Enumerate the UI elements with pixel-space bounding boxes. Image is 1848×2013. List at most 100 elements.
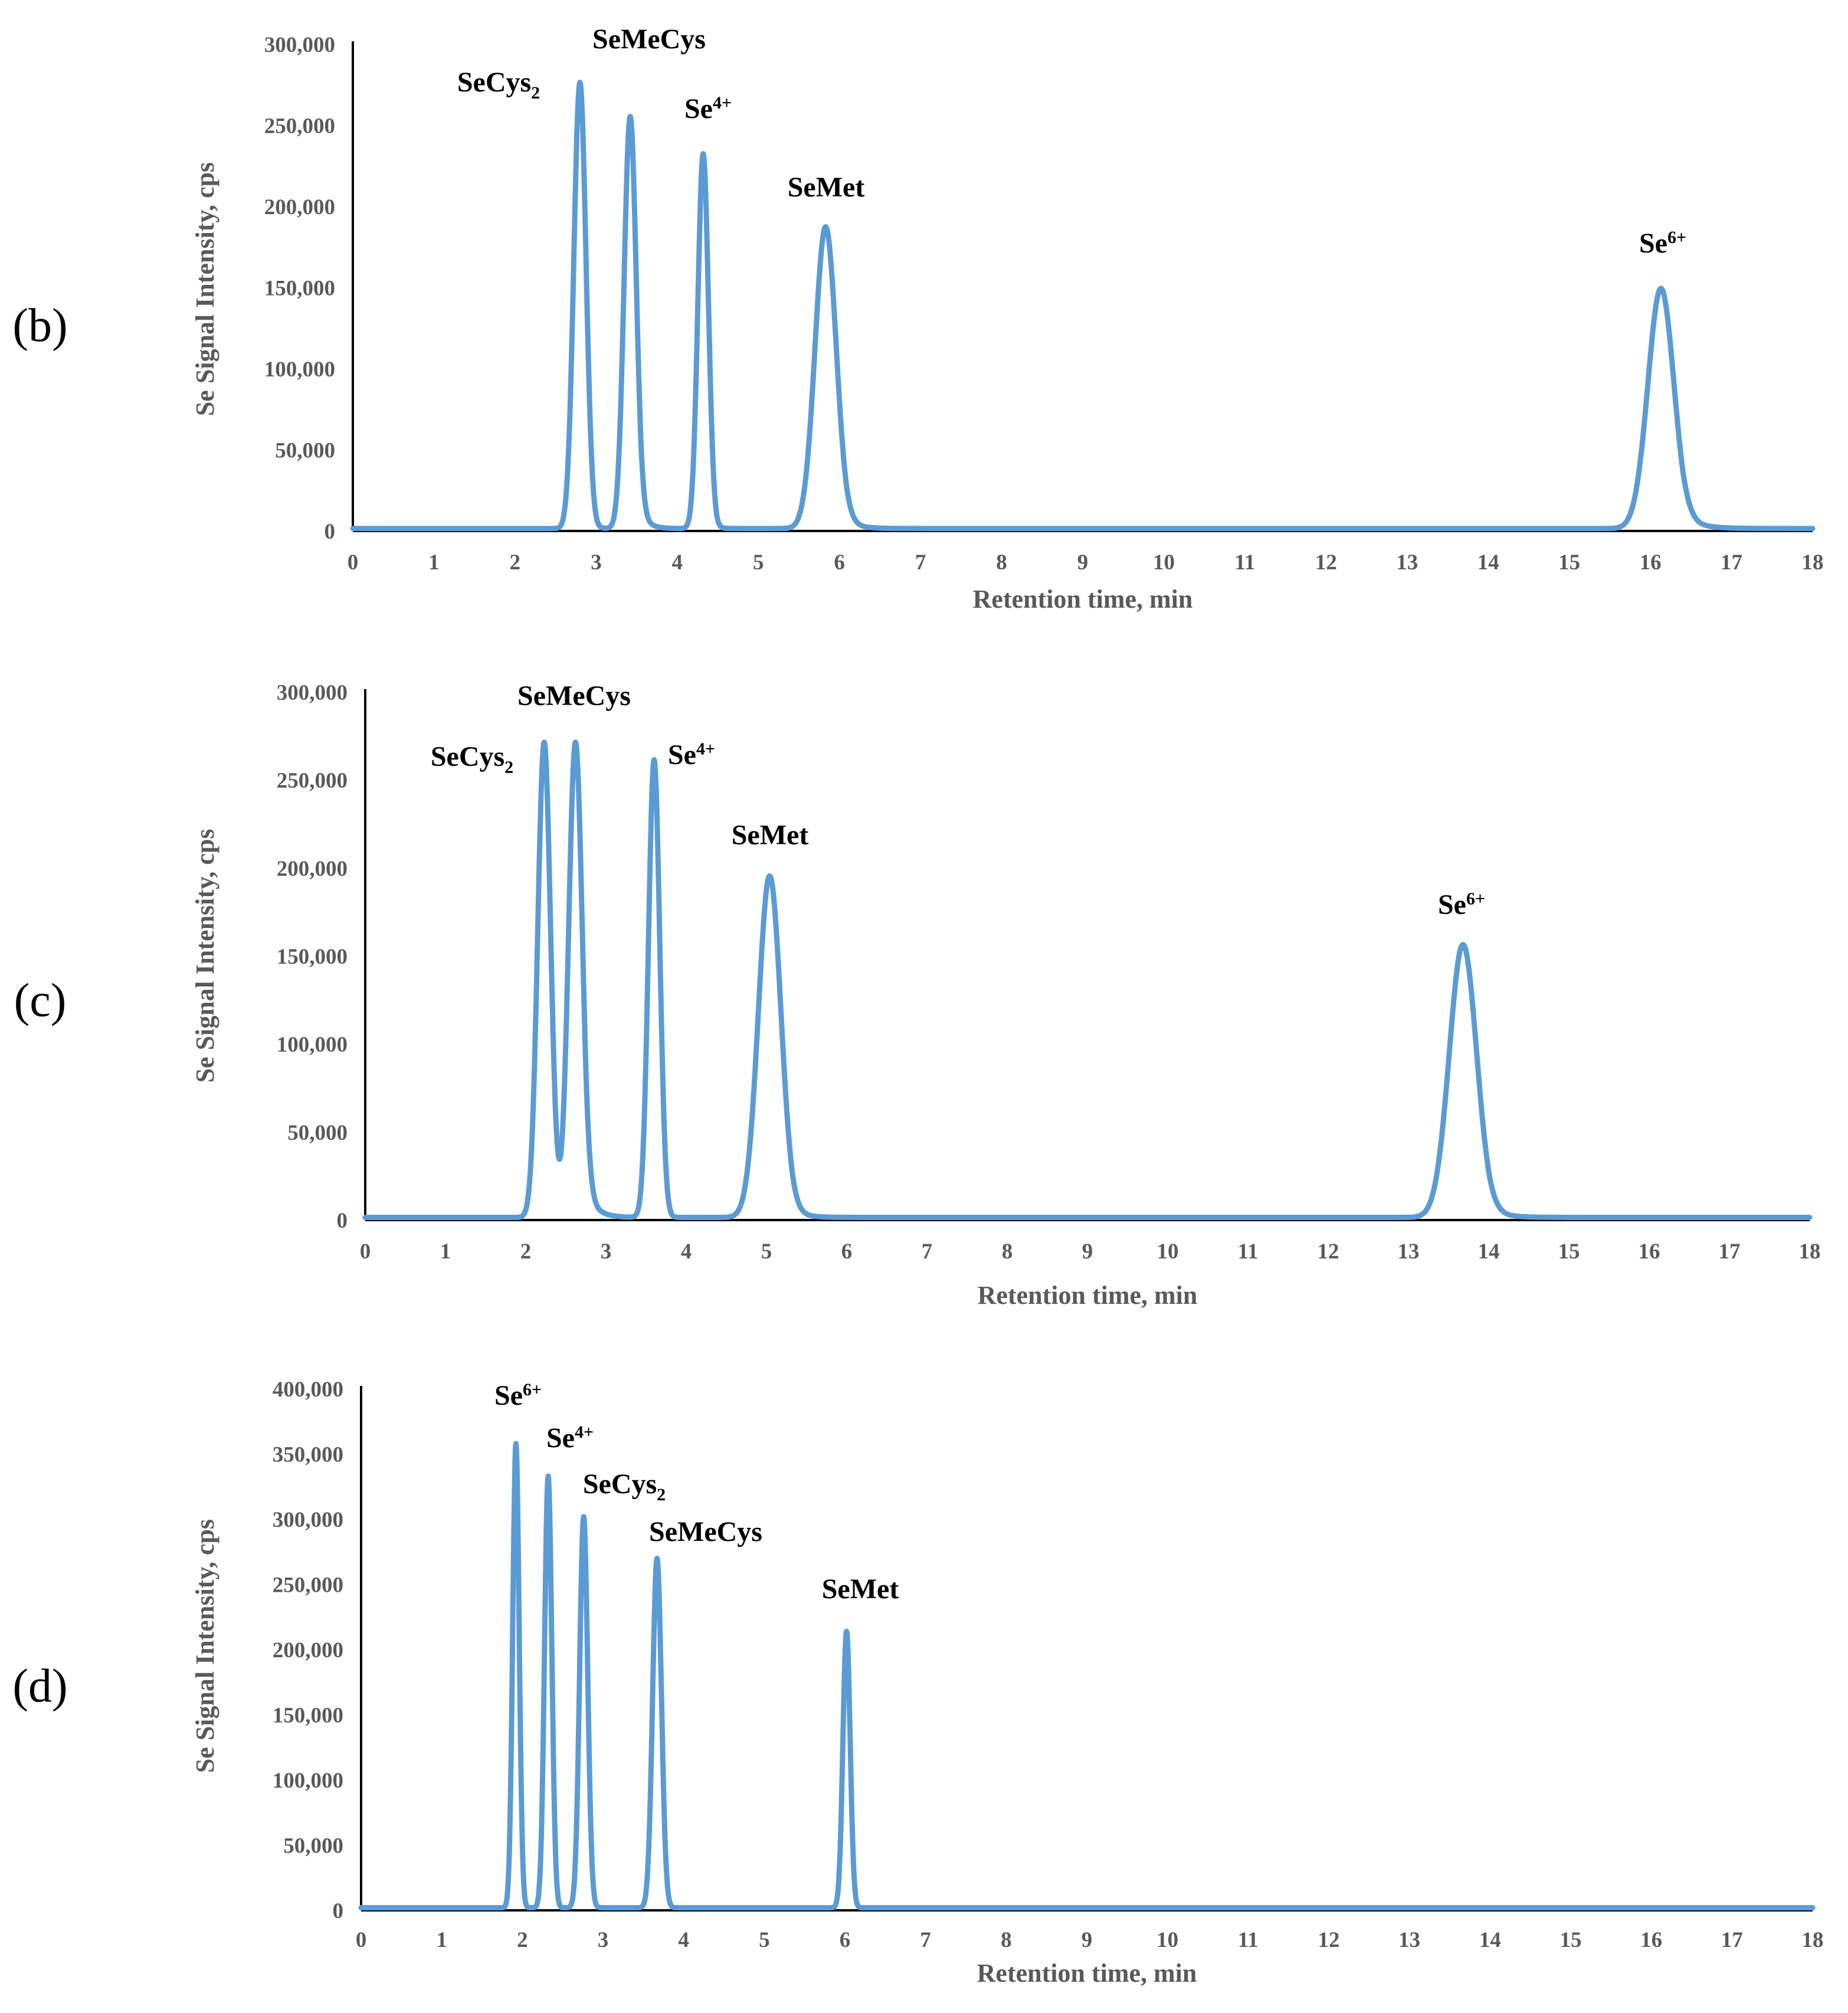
panel-label: (b) bbox=[12, 300, 67, 352]
y-tick-label: 300,000 bbox=[277, 681, 348, 705]
y-tick-label: 0 bbox=[325, 520, 336, 544]
x-tick-label: 3 bbox=[598, 1928, 609, 1952]
x-tick-label: 8 bbox=[1001, 1928, 1012, 1952]
y-tick-label: 100,000 bbox=[273, 1769, 343, 1793]
peak-apex-point bbox=[542, 740, 547, 745]
x-tick-label: 4 bbox=[672, 550, 683, 575]
y-tick-label: 350,000 bbox=[273, 1443, 343, 1467]
y-tick-label: 50,000 bbox=[287, 1121, 348, 1145]
peak-apex-point bbox=[546, 1474, 551, 1479]
x-tick-label: 11 bbox=[1234, 550, 1255, 575]
peak-label: Se4+ bbox=[546, 1422, 594, 1454]
x-tick-label: 10 bbox=[1153, 550, 1175, 575]
peak-apex-point bbox=[1460, 942, 1466, 948]
x-tick-label: 10 bbox=[1156, 1928, 1178, 1952]
x-tick-label: 7 bbox=[922, 1240, 933, 1264]
x-tick-label: 5 bbox=[753, 550, 764, 575]
y-tick-label: 200,000 bbox=[277, 857, 348, 881]
x-tick-label: 12 bbox=[1318, 1928, 1340, 1952]
x-tick-label: 9 bbox=[1082, 1928, 1093, 1952]
x-axis-title: Retention time, min bbox=[977, 1959, 1197, 1988]
x-tick-label: 13 bbox=[1398, 1240, 1420, 1264]
x-tick-label: 0 bbox=[356, 1928, 367, 1952]
y-tick-label: 100,000 bbox=[264, 358, 335, 382]
x-tick-label: 5 bbox=[759, 1928, 770, 1952]
x-tick-label: 14 bbox=[1479, 1928, 1501, 1952]
chromatogram-trace bbox=[350, 80, 1816, 532]
x-tick-label: 6 bbox=[840, 1928, 851, 1952]
chart-panel-c: (c) 0 50,000 100,000 150,000 200,000 250,000 30… bbox=[14, 680, 1821, 1310]
y-tick-label: 0 bbox=[337, 1209, 348, 1233]
peak-label: Se4+ bbox=[668, 739, 715, 771]
chromatogram-trace bbox=[362, 739, 1813, 1220]
x-tick-label: 7 bbox=[920, 1928, 931, 1952]
x-tick-label: 16 bbox=[1639, 1240, 1660, 1264]
chart-panel-d: (d)050,000100,000150,000200,000250,00030… bbox=[12, 1378, 1823, 1988]
peak-label: SeCys2 bbox=[431, 741, 513, 777]
x-tick-label: 6 bbox=[834, 550, 845, 575]
x-tick-label: 4 bbox=[681, 1240, 692, 1264]
y-tick-label: 50,000 bbox=[283, 1834, 343, 1858]
x-tick-label: 13 bbox=[1398, 1928, 1420, 1952]
peak-label: SeMeCys bbox=[649, 1516, 762, 1548]
peak-apex-point bbox=[823, 224, 828, 230]
x-tick-label: 14 bbox=[1477, 550, 1499, 575]
chromatogram-trace bbox=[358, 1441, 1816, 1911]
y-tick-label: 400,000 bbox=[273, 1378, 343, 1402]
y-tick-label: 200,000 bbox=[273, 1638, 343, 1663]
y-tick-label: 0 bbox=[333, 1899, 344, 1923]
x-tick-label: 11 bbox=[1238, 1928, 1259, 1952]
y-tick-label: 150,000 bbox=[277, 945, 348, 969]
x-tick-label: 18 bbox=[1802, 550, 1824, 575]
peak-apex-point bbox=[651, 757, 657, 762]
peak-label: SeMet bbox=[788, 172, 865, 203]
y-tick-label: 150,000 bbox=[273, 1704, 343, 1728]
peak-label: SeMet bbox=[732, 819, 809, 851]
y-axis-title: Se Signal Intensity, cps bbox=[191, 1519, 219, 1773]
x-tick-label: 6 bbox=[841, 1240, 853, 1264]
y-tick-label: 250,000 bbox=[273, 1573, 343, 1598]
x-tick-label: 15 bbox=[1558, 550, 1580, 575]
peak-apex-point bbox=[577, 80, 582, 85]
peak-apex-point bbox=[844, 1629, 849, 1634]
x-axis-title: Retention time, min bbox=[978, 1281, 1198, 1310]
peak-label: SeMeCys bbox=[517, 680, 631, 712]
peak-apex-point bbox=[513, 1441, 519, 1446]
x-tick-label: 16 bbox=[1640, 550, 1662, 575]
x-tick-label: 17 bbox=[1721, 1928, 1743, 1952]
y-tick-label: 100,000 bbox=[277, 1033, 348, 1057]
y-axis-title: Se Signal Intensity, cps bbox=[191, 829, 219, 1083]
x-tick-label: 12 bbox=[1318, 1240, 1339, 1264]
x-tick-label: 14 bbox=[1478, 1240, 1500, 1264]
x-tick-label: 9 bbox=[1082, 1240, 1093, 1264]
x-tick-label: 0 bbox=[348, 550, 359, 575]
peak-label: Se6+ bbox=[1639, 228, 1686, 259]
y-tick-label: 250,000 bbox=[277, 769, 348, 793]
x-tick-label: 12 bbox=[1315, 550, 1337, 575]
x-tick-label: 3 bbox=[601, 1240, 612, 1264]
y-tick-label: 300,000 bbox=[273, 1508, 343, 1532]
x-tick-label: 8 bbox=[996, 550, 1007, 575]
panel-label: (c) bbox=[14, 975, 67, 1027]
y-axis-title: Se Signal Intensity, cps bbox=[191, 162, 219, 416]
peak-label: SeMet bbox=[822, 1573, 899, 1605]
panel-label: (d) bbox=[12, 1660, 67, 1712]
x-tick-label: 15 bbox=[1558, 1240, 1580, 1264]
x-tick-label: 4 bbox=[678, 1928, 689, 1952]
peak-apex-point bbox=[628, 114, 633, 119]
y-tick-label: 200,000 bbox=[264, 195, 335, 219]
x-tick-label: 16 bbox=[1640, 1928, 1662, 1952]
x-tick-label: 15 bbox=[1560, 1928, 1582, 1952]
x-tick-label: 13 bbox=[1396, 550, 1418, 575]
peak-label: SeMeCys bbox=[592, 24, 706, 55]
x-tick-label: 2 bbox=[517, 1928, 528, 1952]
x-tick-label: 18 bbox=[1802, 1928, 1824, 1952]
peak-label: Se6+ bbox=[1438, 889, 1485, 920]
x-tick-label: 10 bbox=[1157, 1240, 1179, 1264]
x-tick-label: 3 bbox=[591, 550, 602, 575]
peak-apex-point bbox=[700, 151, 706, 156]
x-tick-label: 5 bbox=[761, 1240, 772, 1264]
peak-label: Se6+ bbox=[494, 1380, 542, 1411]
x-tick-label: 2 bbox=[520, 1240, 532, 1264]
